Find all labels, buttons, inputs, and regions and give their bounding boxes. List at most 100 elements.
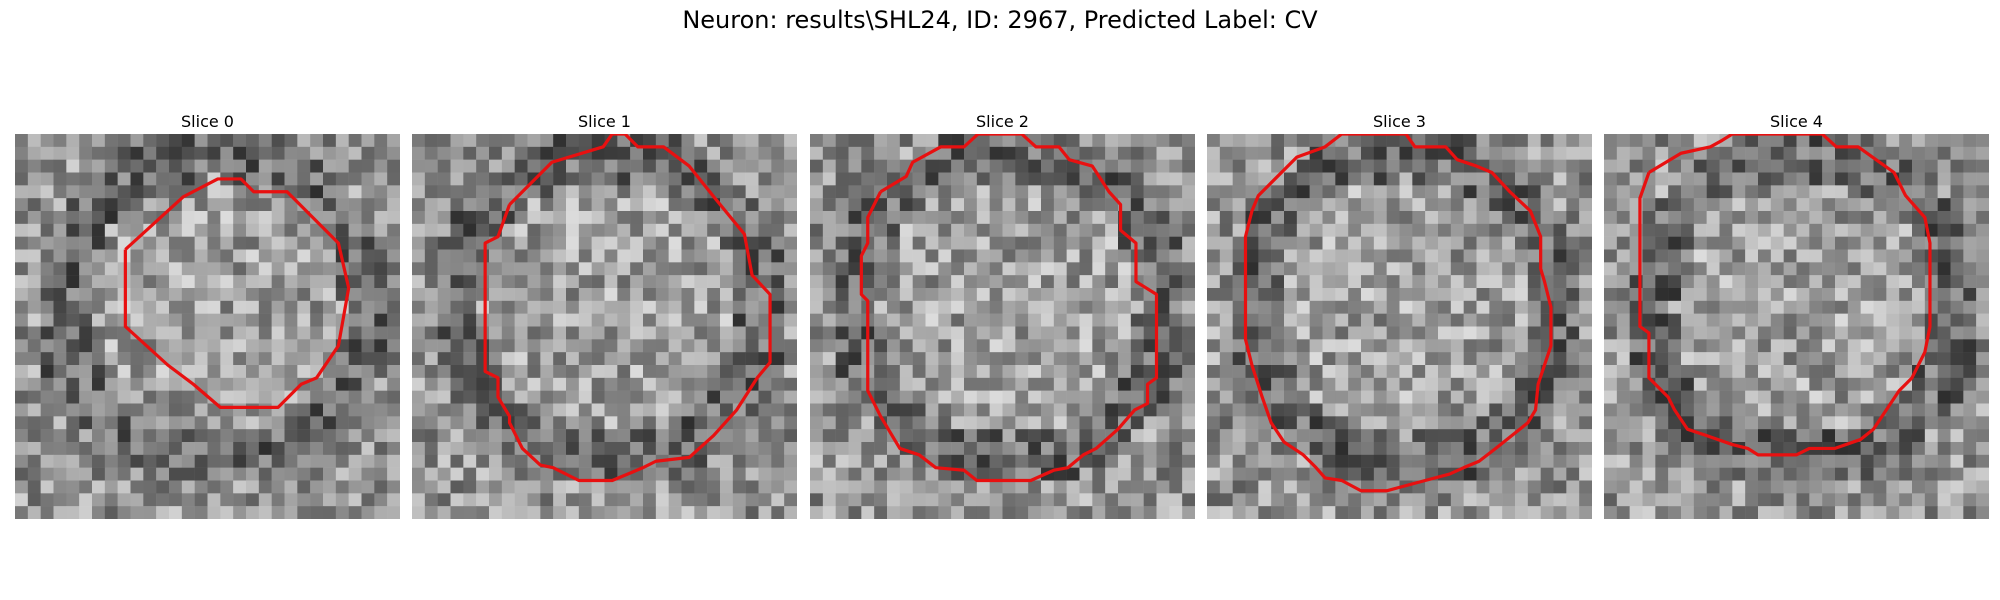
pixel-cell — [1386, 275, 1400, 289]
pixel-cell — [514, 275, 528, 289]
pixel-cell — [630, 211, 644, 225]
pixel-cell — [310, 159, 324, 173]
pixel-cell — [835, 249, 849, 263]
pixel-cell — [1219, 249, 1233, 263]
pixel-cell — [1399, 146, 1413, 160]
pixel-cell — [861, 403, 875, 417]
pixel-cell — [566, 326, 580, 340]
pixel-cell — [578, 339, 592, 353]
pixel-cell — [1950, 403, 1964, 417]
pixel-cell — [810, 313, 824, 327]
pixel-cell — [591, 403, 605, 417]
pixel-cell — [1604, 288, 1618, 302]
pixel-cell — [207, 493, 221, 507]
pixel-cell — [1604, 403, 1618, 417]
pixel-cell — [1579, 236, 1592, 250]
pixel-cell — [40, 365, 54, 379]
pixel-cell — [437, 352, 451, 366]
pixel-cell — [181, 275, 195, 289]
pixel-cell — [681, 223, 695, 237]
pixel-cell — [233, 506, 247, 519]
pixel-cell — [1937, 390, 1951, 404]
pixel-cell — [1412, 146, 1426, 160]
pixel-cell — [310, 326, 324, 340]
pixel-cell — [1118, 442, 1132, 456]
pixel-cell — [387, 159, 400, 173]
pixel-cell — [874, 262, 888, 276]
pixel-cell — [1758, 159, 1772, 173]
pixel-cell — [899, 416, 913, 430]
pixel-cell — [156, 467, 170, 481]
pixel-cell — [1053, 288, 1067, 302]
pixel-cell — [450, 442, 464, 456]
pixel-cell — [1515, 223, 1529, 237]
pixel-cell — [758, 262, 772, 276]
pixel-cell — [1963, 262, 1977, 276]
pixel-cell — [1182, 159, 1195, 173]
pixel-cell — [1232, 467, 1246, 481]
pixel-cell — [323, 390, 337, 404]
pixel-cell — [1566, 326, 1580, 340]
pixel-cell — [1002, 134, 1016, 148]
pixel-cell — [1232, 134, 1246, 148]
pixel-cell — [156, 506, 170, 519]
pixel-cell — [463, 403, 477, 417]
pixel-cell — [938, 211, 952, 225]
pixel-cell — [1232, 159, 1246, 173]
pixel-cell — [1912, 377, 1926, 391]
pixel-cell — [1169, 288, 1183, 302]
pixel-cell — [143, 377, 157, 391]
pixel-cell — [374, 352, 388, 366]
pixel-cell — [1616, 365, 1630, 379]
pixel-cell — [527, 134, 541, 148]
pixel-cell — [822, 326, 836, 340]
pixel-cell — [1924, 493, 1938, 507]
pixel-cell — [1553, 146, 1567, 160]
pixel-cell — [1066, 300, 1080, 314]
pixel-cell — [1515, 172, 1529, 186]
pixel-cell — [1783, 352, 1797, 366]
pixel-cell — [925, 275, 939, 289]
pixel-cell — [758, 249, 772, 263]
pixel-cell — [694, 185, 708, 199]
pixel-cell — [1553, 339, 1567, 353]
pixel-cell — [1937, 172, 1951, 186]
pixel-cell — [1041, 198, 1055, 212]
pixel-cell — [1258, 493, 1272, 507]
pixel-cell — [925, 442, 939, 456]
pixel-cell — [1028, 506, 1042, 519]
pixel-cell — [1066, 416, 1080, 430]
pixel-cell — [169, 480, 183, 494]
pixel-cell — [707, 506, 721, 519]
pixel-cell — [1642, 185, 1656, 199]
pixel-cell — [284, 262, 298, 276]
pixel-cell — [1232, 326, 1246, 340]
pixel-cell — [1309, 416, 1323, 430]
pixel-cell — [1079, 300, 1093, 314]
pixel-cell — [15, 236, 29, 250]
pixel-cell — [989, 211, 1003, 225]
pixel-cell — [1860, 211, 1874, 225]
pixel-cell — [1579, 223, 1592, 237]
pixel-cell — [1386, 172, 1400, 186]
pixel-cell — [258, 300, 272, 314]
pixel-cell — [1515, 275, 1529, 289]
pixel-cell — [233, 493, 247, 507]
pixel-cell — [1655, 429, 1669, 443]
pixel-cell — [1809, 185, 1823, 199]
pixel-cell — [1169, 134, 1183, 148]
pixel-cell — [143, 172, 157, 186]
pixel-cell — [848, 454, 862, 468]
pixel-cell — [92, 467, 106, 481]
pixel-cell — [1348, 506, 1362, 519]
pixel-cell — [1169, 493, 1183, 507]
pixel-cell — [655, 467, 669, 481]
pixel-cell — [1758, 326, 1772, 340]
pixel-cell — [1783, 236, 1797, 250]
pixel-cell — [745, 416, 759, 430]
pixel-cell — [694, 300, 708, 314]
pixel-cell — [1950, 185, 1964, 199]
pixel-cell — [951, 365, 965, 379]
pixel-cell — [1219, 185, 1233, 199]
pixel-cell — [1015, 313, 1029, 327]
